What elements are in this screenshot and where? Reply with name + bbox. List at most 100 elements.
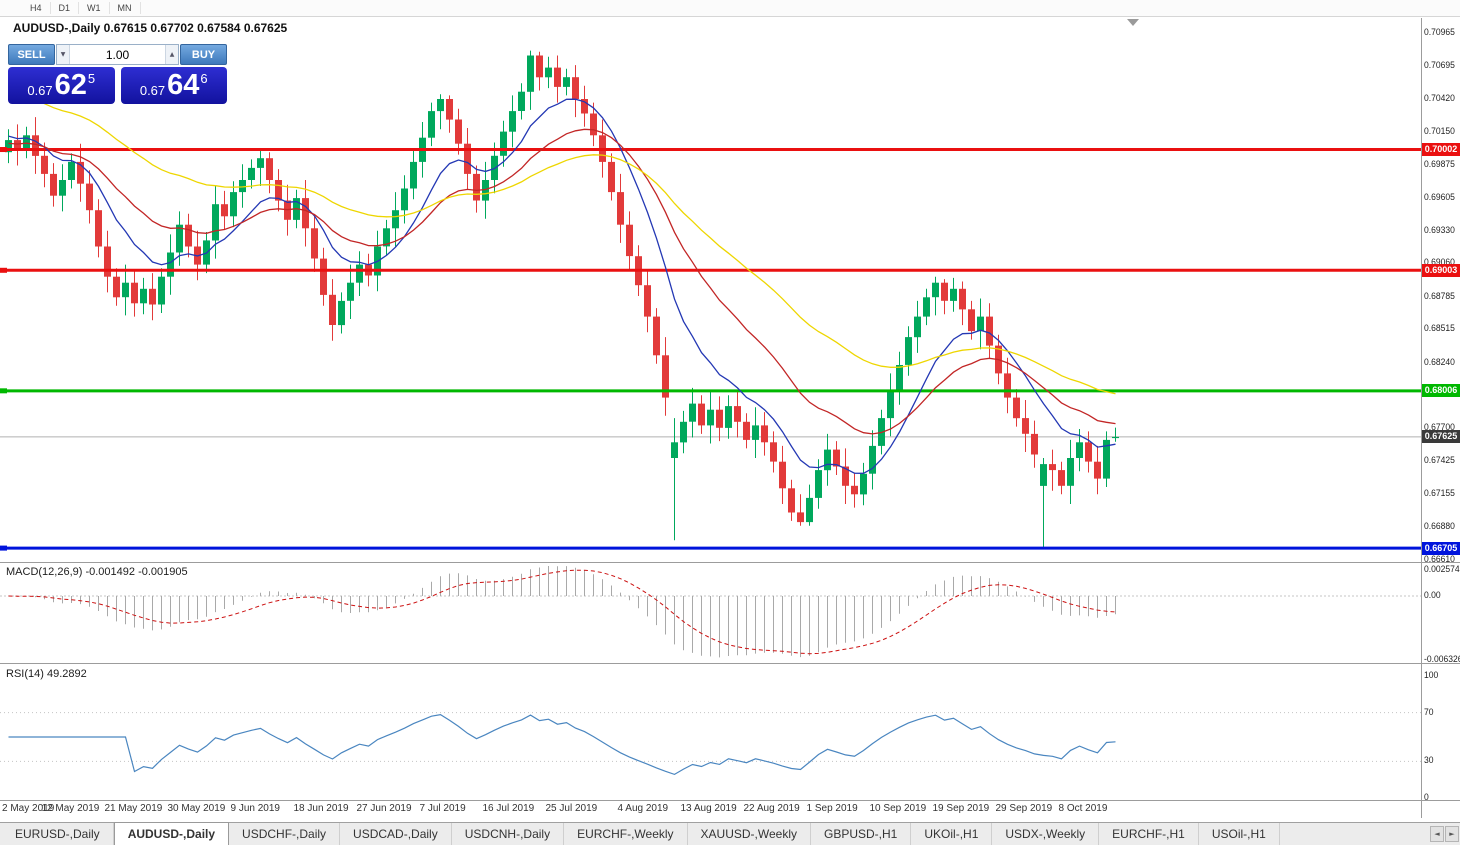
candle bbox=[1085, 431, 1092, 473]
candle bbox=[122, 264, 129, 316]
volume-input[interactable]: 1.00 bbox=[105, 47, 130, 62]
buy-price-big-digits: 64 bbox=[167, 69, 200, 101]
candle bbox=[716, 396, 723, 442]
candle bbox=[86, 170, 93, 224]
candle bbox=[887, 373, 894, 437]
candle bbox=[23, 126, 30, 159]
resistance-line-069003[interactable] bbox=[0, 267, 1421, 273]
sell-price-display[interactable]: 0.67 62 5 bbox=[8, 67, 115, 104]
bottom-tab[interactable]: USDCHF-,Daily bbox=[229, 823, 341, 845]
candle bbox=[707, 391, 714, 444]
candle bbox=[896, 351, 903, 405]
bottom-tab[interactable]: GBPUSD-,H1 bbox=[811, 823, 912, 845]
candle bbox=[572, 65, 579, 118]
timeframe-button-h4[interactable]: H4 bbox=[22, 2, 51, 14]
chart-title: AUDUSD-,Daily 0.67615 0.67702 0.67584 0.… bbox=[13, 21, 288, 35]
tab-scroll-right-icon[interactable]: ► bbox=[1445, 826, 1459, 842]
macd-signal-line bbox=[8, 569, 1116, 655]
candle bbox=[1058, 461, 1065, 495]
candle bbox=[392, 192, 399, 247]
candle bbox=[680, 410, 687, 454]
bottom-tab[interactable]: EURCHF-,Weekly bbox=[564, 823, 688, 845]
timeframe-button-w1[interactable]: W1 bbox=[79, 2, 110, 14]
buy-price-prefix: 0.67 bbox=[139, 83, 166, 98]
candle bbox=[1040, 458, 1047, 549]
candle bbox=[689, 387, 696, 438]
candle bbox=[428, 102, 435, 147]
candle bbox=[725, 395, 732, 439]
candle bbox=[140, 277, 147, 315]
candle bbox=[212, 186, 219, 259]
candle bbox=[248, 159, 255, 189]
buy-button[interactable]: BUY bbox=[180, 44, 227, 65]
candle bbox=[743, 413, 750, 449]
candle bbox=[383, 219, 390, 255]
candle bbox=[806, 484, 813, 526]
resistance-line-070002[interactable] bbox=[0, 147, 1421, 153]
candle bbox=[1022, 400, 1029, 452]
bottom-tab[interactable]: USDCAD-,Daily bbox=[340, 823, 452, 845]
candle bbox=[158, 268, 165, 313]
candle bbox=[851, 472, 858, 508]
bottom-tab[interactable]: EURCHF-,H1 bbox=[1099, 823, 1199, 845]
buy-price-display[interactable]: 0.67 64 6 bbox=[120, 67, 227, 104]
bottom-tab[interactable]: AUDUSD-,Daily bbox=[113, 822, 230, 845]
candle bbox=[752, 407, 759, 458]
candle bbox=[149, 273, 156, 321]
candle bbox=[221, 190, 228, 230]
macd-histogram bbox=[17, 566, 1116, 658]
candle bbox=[608, 153, 615, 201]
bottom-tab[interactable]: USOil-,H1 bbox=[1199, 823, 1280, 845]
chart-shift-marker-icon[interactable] bbox=[1127, 19, 1139, 26]
candle bbox=[671, 418, 678, 541]
candle bbox=[932, 276, 939, 316]
candle bbox=[266, 152, 273, 194]
timeframe-button-d1[interactable]: D1 bbox=[51, 2, 80, 14]
candle bbox=[1103, 431, 1110, 487]
sell-price-big-digits: 62 bbox=[54, 69, 87, 101]
candle bbox=[329, 279, 336, 341]
bottom-tab[interactable]: UKOil-,H1 bbox=[911, 823, 993, 845]
sell-price-pip-digit: 5 bbox=[87, 71, 96, 86]
candle bbox=[914, 300, 921, 353]
candle bbox=[437, 94, 444, 130]
chart-tab-bar: EURUSD-,Daily AUDUSD-,Daily USDCHF-,Daily U… bbox=[0, 822, 1460, 845]
sell-price-prefix: 0.67 bbox=[27, 83, 53, 98]
bottom-tab[interactable]: USDCNH-,Daily bbox=[452, 823, 565, 845]
support-line-066705[interactable] bbox=[0, 545, 1421, 551]
candle bbox=[518, 83, 525, 120]
volume-increase-icon[interactable]: ▲ bbox=[165, 45, 178, 64]
bottom-tab[interactable]: XAUUSD-,Weekly bbox=[688, 823, 811, 845]
candle bbox=[347, 264, 354, 319]
candle bbox=[230, 181, 237, 228]
candle bbox=[986, 303, 993, 359]
candle bbox=[554, 55, 561, 103]
timeframe-toolbar: H4 D1 W1 MN bbox=[0, 0, 1460, 17]
candle bbox=[95, 199, 102, 258]
candle bbox=[311, 215, 318, 272]
candle bbox=[1049, 449, 1056, 491]
candle bbox=[77, 143, 84, 202]
tab-scroll-left-icon[interactable]: ◄ bbox=[1430, 826, 1444, 842]
candle bbox=[50, 163, 57, 207]
bottom-tab[interactable]: EURUSD-,Daily bbox=[2, 823, 114, 845]
candle bbox=[842, 448, 849, 504]
candle bbox=[923, 288, 930, 326]
candle bbox=[617, 173, 624, 243]
chart-canvas[interactable] bbox=[0, 0, 1460, 822]
support-line-068006[interactable] bbox=[0, 388, 1421, 394]
candle bbox=[626, 211, 633, 270]
candle bbox=[410, 151, 417, 200]
sell-button[interactable]: SELL bbox=[8, 44, 55, 65]
volume-decrease-icon[interactable]: ▼ bbox=[57, 45, 70, 64]
candle bbox=[464, 128, 471, 190]
timeframe-button-mn[interactable]: MN bbox=[110, 2, 141, 14]
candle bbox=[68, 153, 75, 189]
bottom-tab[interactable]: USDX-,Weekly bbox=[992, 823, 1100, 845]
candle bbox=[473, 165, 480, 213]
candle bbox=[239, 164, 246, 208]
candle bbox=[860, 462, 867, 506]
candle bbox=[1031, 420, 1038, 468]
buy-price-pip-digit: 6 bbox=[200, 71, 208, 86]
one-click-trading-panel: SELL ▼ 1.00 ▲ BUY 0.67 62 5 0.67 64 6 bbox=[8, 44, 227, 104]
